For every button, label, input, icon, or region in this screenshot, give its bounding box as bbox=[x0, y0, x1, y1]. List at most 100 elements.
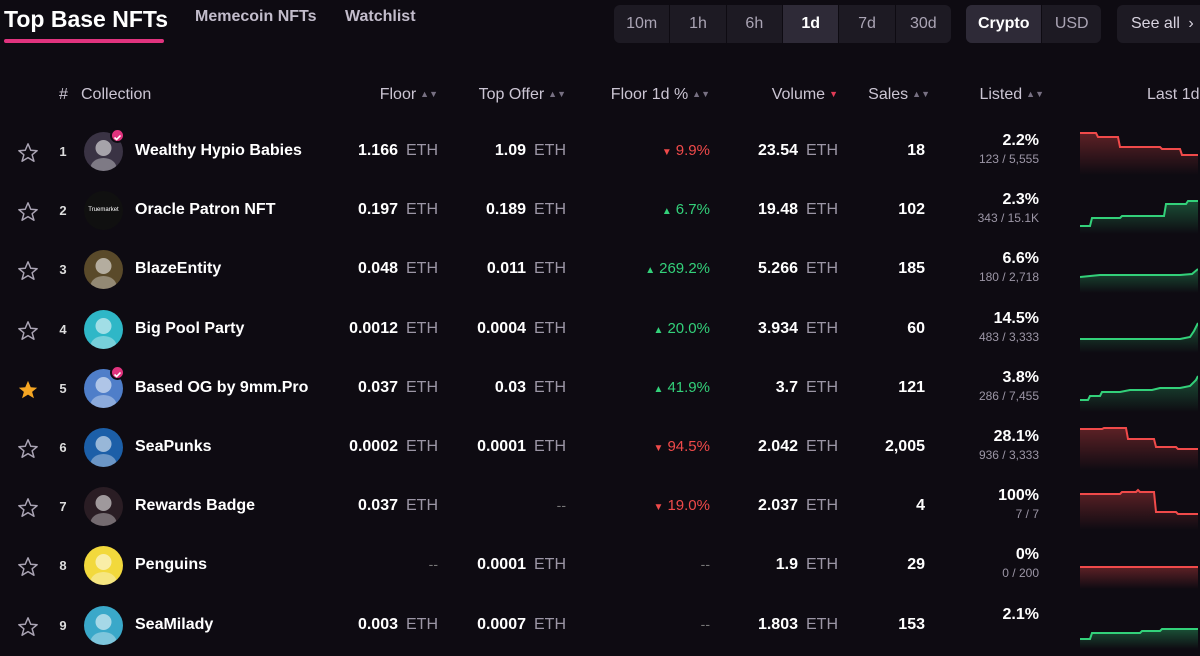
collection-avatar[interactable] bbox=[84, 309, 123, 349]
time-range-10m[interactable]: 10m bbox=[614, 5, 671, 43]
collection-avatar[interactable] bbox=[84, 250, 123, 290]
tab-watchlist[interactable]: Watchlist bbox=[345, 8, 416, 25]
arrow-up-icon: ▲ bbox=[661, 206, 672, 218]
floor-change-cell: ▲ 6.7% bbox=[662, 201, 710, 219]
floor-cell: 0.003 ETH bbox=[358, 616, 438, 634]
sales-value: 18 bbox=[907, 142, 925, 159]
tab-top-base-nfts[interactable]: Top Base NFTs bbox=[4, 6, 168, 32]
top-offer-cell: -- bbox=[557, 497, 566, 515]
table-row[interactable]: 9 SeaMilady 0.003 ETH 0.0007 ETH -- 1.803 E… bbox=[0, 597, 1200, 656]
sales-value: 2,005 bbox=[884, 438, 925, 455]
sales-cell: 60 bbox=[907, 320, 925, 338]
top-offer-value: 0.0007 bbox=[477, 615, 526, 633]
star-filled-icon[interactable] bbox=[17, 379, 39, 401]
collection-name[interactable]: Big Pool Party bbox=[135, 319, 245, 337]
sparkline-chart bbox=[1080, 129, 1198, 175]
table-row[interactable]: 6 SeaPunks 0.0002 ETH 0.0001 ETH ▼ 94.5% 2.… bbox=[0, 419, 1200, 478]
sparkline-area bbox=[1080, 201, 1198, 235]
tab-memecoin-nfts[interactable]: Memecoin NFTs bbox=[195, 8, 317, 25]
sparkline-chart bbox=[1080, 188, 1198, 235]
top-offer-cell: 0.0007 ETH bbox=[477, 616, 566, 634]
star-outline-icon[interactable] bbox=[17, 438, 39, 460]
currency-crypto[interactable]: Crypto bbox=[966, 5, 1043, 43]
collection-name[interactable]: BlazeEntity bbox=[135, 260, 222, 278]
volume-cell: 2.042 ETH bbox=[758, 438, 838, 456]
volume-cell: 3.7 ETH bbox=[776, 379, 838, 397]
top-offer-value: 1.09 bbox=[494, 142, 526, 159]
table-row[interactable]: 2 Truemarket Oracle Patron NFT 0.197 ETH … bbox=[0, 182, 1200, 241]
floor-change-value: 269.2% bbox=[659, 260, 710, 278]
collection-name[interactable]: SeaMilady bbox=[135, 615, 214, 633]
header-floor[interactable]: Floor ▲▼ bbox=[380, 86, 438, 104]
table-row[interactable]: 5 Based OG by 9mm.Pro 0.037 ETH 0.03 ETH ▲… bbox=[0, 360, 1200, 419]
collection-avatar[interactable] bbox=[84, 487, 123, 527]
header-rank: # bbox=[59, 86, 68, 103]
sparkline-chart bbox=[1080, 307, 1199, 353]
listed-percent: 3.8% bbox=[1002, 368, 1039, 386]
collection-name[interactable]: SeaPunks bbox=[135, 438, 212, 455]
time-range-7d[interactable]: 7d bbox=[839, 5, 896, 43]
header-floor-change[interactable]: Floor 1d % ▲▼ bbox=[611, 86, 710, 104]
sparkline-area bbox=[1080, 375, 1198, 412]
floor-cell: 0.0002 ETH bbox=[349, 438, 438, 456]
arrow-down-icon: ▼ bbox=[661, 147, 672, 158]
time-range-6h[interactable]: 6h bbox=[727, 5, 783, 43]
star-outline-icon[interactable] bbox=[17, 320, 39, 342]
floor-change-cell: ▲ 41.9% bbox=[654, 379, 710, 397]
table-row[interactable]: 7 Rewards Badge 0.037 ETH -- ▼ 19.0% 2.037… bbox=[0, 478, 1200, 537]
listed-count: 936 / 3,333 bbox=[978, 448, 1039, 462]
table-row[interactable]: 3 BlazeEntity 0.048 ETH 0.011 ETH ▲ 269.2% … bbox=[0, 241, 1200, 300]
collection-name[interactable]: Penguins bbox=[135, 556, 208, 574]
volume-unit: ETH bbox=[806, 260, 838, 278]
sales-cell: 185 bbox=[898, 260, 925, 278]
floor-unit: ETH bbox=[406, 142, 438, 159]
star-outline-icon[interactable] bbox=[17, 556, 39, 578]
sales-cell: 102 bbox=[898, 201, 925, 219]
star-outline-icon[interactable] bbox=[17, 497, 39, 519]
star-outline-icon[interactable] bbox=[17, 142, 39, 164]
collection-name[interactable]: Based OG by 9mm.Pro bbox=[135, 378, 309, 396]
header-last: Last 1d bbox=[1147, 86, 1200, 103]
collection-avatar[interactable] bbox=[84, 605, 123, 645]
listed-cell: 28.1% 936 / 3,333 bbox=[979, 428, 1039, 462]
rank: 3 bbox=[59, 262, 67, 278]
floor-change-cell: ▲ 20.0% bbox=[654, 320, 710, 338]
table-row[interactable]: 1 Wealthy Hypio Babies 1.166 ETH 1.09 ETH … bbox=[0, 123, 1200, 182]
collection-name[interactable]: Oracle Patron NFT bbox=[135, 201, 276, 219]
floor-change-value: 6.7% bbox=[675, 201, 710, 219]
listed-cell: 2.1% bbox=[1003, 606, 1039, 626]
floor-unit: ETH bbox=[406, 378, 438, 396]
time-range-1h[interactable]: 1h bbox=[670, 5, 727, 43]
verified-badge-icon bbox=[110, 128, 125, 143]
time-range-30d[interactable]: 30d bbox=[909, 15, 937, 32]
see-all-button[interactable]: See all › bbox=[1117, 5, 1200, 43]
header-volume[interactable]: Volume ▼ bbox=[772, 86, 838, 104]
collection-name[interactable]: Wealthy Hypio Babies bbox=[135, 142, 302, 159]
top-offer-cell: 0.03 ETH bbox=[495, 379, 566, 397]
sparkline-line bbox=[1080, 375, 1199, 401]
collection-name[interactable]: Rewards Badge bbox=[135, 497, 256, 515]
collection-avatar[interactable] bbox=[84, 132, 123, 171]
star-outline-icon[interactable] bbox=[17, 201, 39, 223]
table-row[interactable]: 8 Penguins -- 0.0001 ETH -- 1.9 ETH 29 0% 0… bbox=[0, 537, 1200, 596]
table-row[interactable]: 4 Big Pool Party 0.0012 ETH 0.0004 ETH ▲ 20… bbox=[0, 301, 1200, 360]
collection-avatar[interactable]: Truemarket bbox=[84, 191, 123, 231]
time-range-1d[interactable]: 1d bbox=[782, 5, 840, 43]
floor-value: -- bbox=[428, 556, 438, 573]
floor-value: 0.003 bbox=[357, 615, 398, 633]
star-outline-icon[interactable] bbox=[17, 260, 39, 282]
currency-usd[interactable]: USD bbox=[1054, 15, 1089, 32]
star-outline-icon[interactable] bbox=[17, 616, 39, 638]
collection-avatar[interactable] bbox=[84, 428, 123, 467]
volume-value: 3.934 bbox=[757, 319, 798, 337]
volume-unit: ETH bbox=[806, 615, 838, 633]
header-sales[interactable]: Sales ▲▼ bbox=[868, 86, 930, 104]
floor-change-value: 19.0% bbox=[667, 497, 710, 515]
header-listed[interactable]: Listed ▲▼ bbox=[979, 86, 1044, 104]
sales-cell: 153 bbox=[898, 616, 925, 634]
header-top-offer[interactable]: Top Offer ▲▼ bbox=[479, 86, 566, 104]
sales-cell: 4 bbox=[916, 497, 925, 515]
collection-avatar[interactable] bbox=[84, 546, 123, 586]
top-offer-cell: 0.011 ETH bbox=[487, 260, 566, 278]
floor-value: 0.037 bbox=[357, 378, 398, 396]
